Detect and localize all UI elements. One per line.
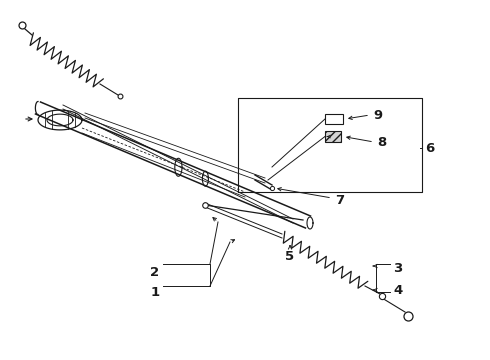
Text: 8: 8 [377, 135, 387, 149]
Text: 6: 6 [425, 141, 435, 154]
Text: 4: 4 [393, 284, 403, 297]
Text: 7: 7 [336, 194, 344, 207]
Text: 1: 1 [150, 285, 160, 298]
Text: 3: 3 [393, 261, 403, 275]
Text: 2: 2 [150, 266, 160, 279]
Text: 5: 5 [286, 249, 294, 262]
Bar [325, 114, 343, 124]
Text: 9: 9 [373, 108, 383, 122]
Bar [325, 131, 341, 142]
